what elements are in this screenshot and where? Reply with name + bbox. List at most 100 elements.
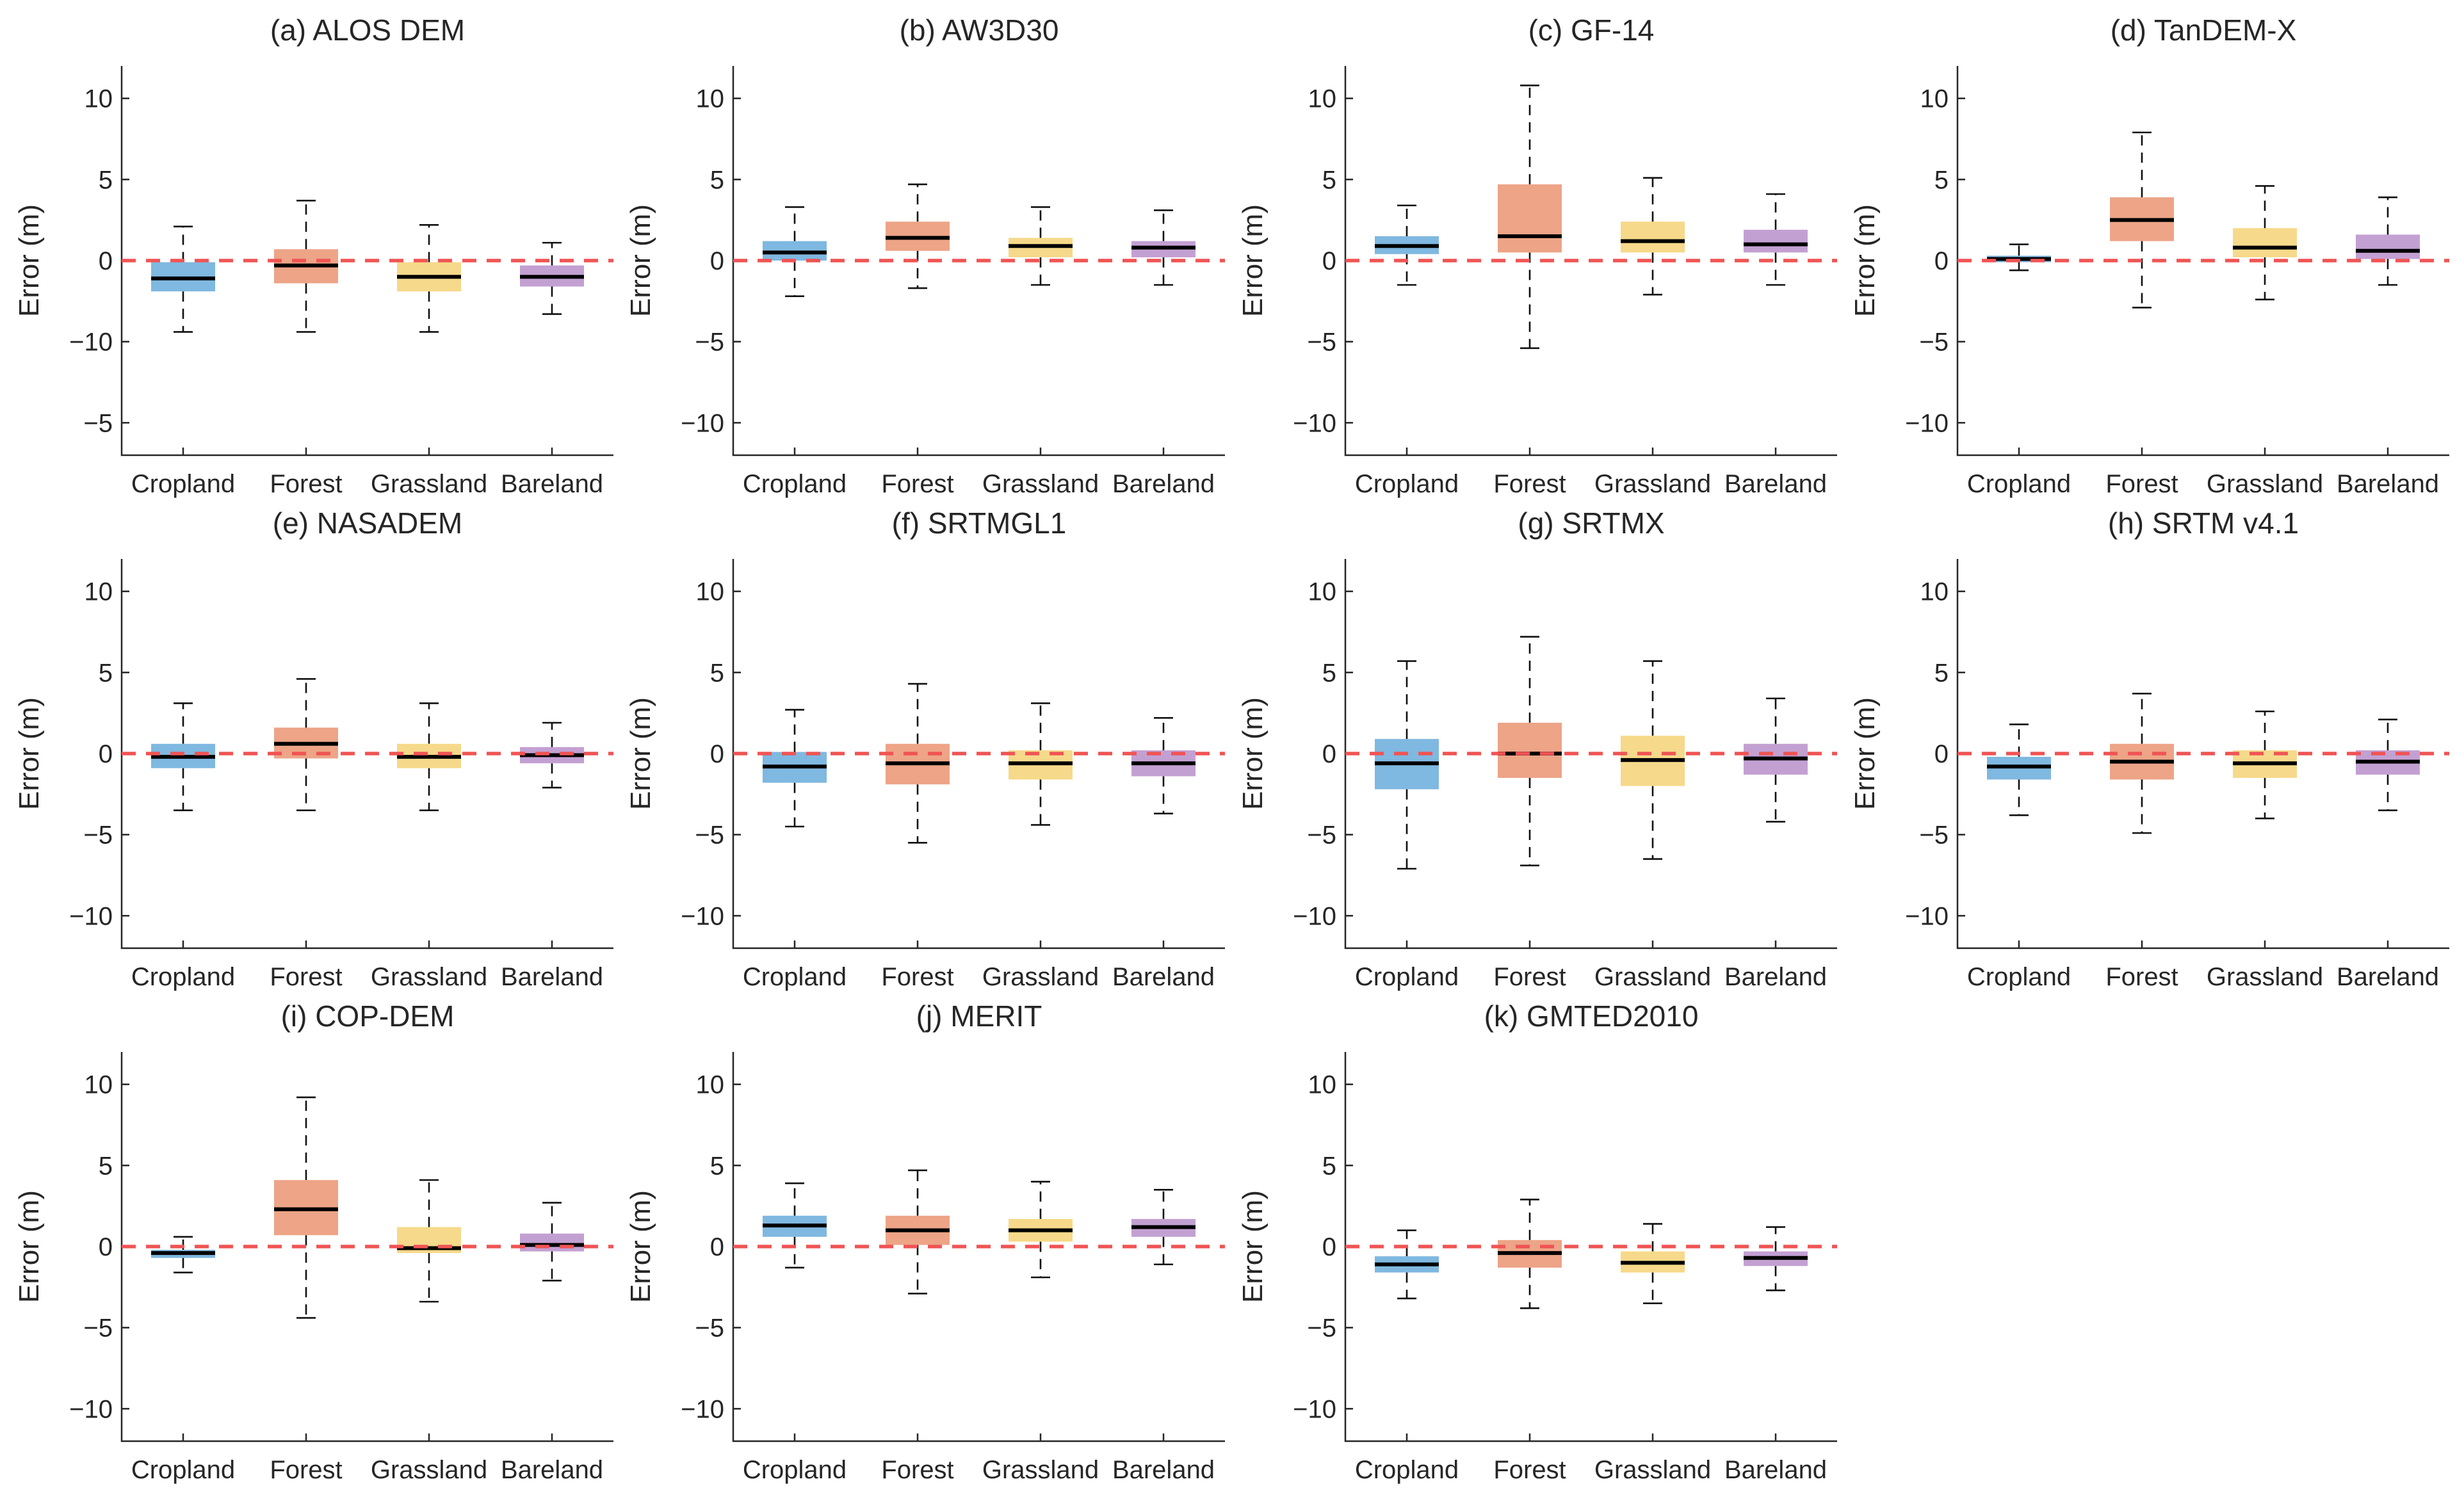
box-forest xyxy=(1498,636,1562,867)
x-tick-label: Bareland xyxy=(2337,470,2439,498)
box-cropland xyxy=(151,225,215,333)
y-tick-label: 10 xyxy=(85,85,113,113)
x-tick-label: Grassland xyxy=(1594,470,1711,498)
y-tick-label: −5 xyxy=(1307,1314,1336,1343)
y-axis-label: Error (m) xyxy=(13,697,45,810)
panel: (i) COP-DEM Error (m) 10 5 0 −5 −10 Cropland For… xyxy=(13,999,613,1484)
x-tick-label: Grassland xyxy=(982,1456,1099,1484)
panel-title: (i) COP-DEM xyxy=(281,999,455,1033)
x-tick-label: Bareland xyxy=(1112,963,1215,991)
x-tick-label: Grassland xyxy=(2207,963,2323,991)
x-tick-label: Cropland xyxy=(1967,963,2071,991)
box-forest xyxy=(2110,692,2174,834)
box-grassland xyxy=(397,223,461,333)
y-tick-label: −10 xyxy=(681,1395,724,1423)
x-tick-label: Forest xyxy=(2105,470,2178,498)
y-tick-label: 0 xyxy=(710,247,724,275)
x-tick-label: Cropland xyxy=(743,963,847,991)
y-tick-label: 5 xyxy=(710,166,724,194)
x-tick-label: Cropland xyxy=(1355,470,1459,498)
box-cropland xyxy=(763,709,827,828)
panel-title: (k) GMTED2010 xyxy=(1484,999,1699,1033)
iqr-box xyxy=(1498,722,1562,778)
box-bareland xyxy=(520,1202,584,1282)
box-forest xyxy=(1498,85,1562,350)
box-bareland xyxy=(1131,1189,1196,1266)
y-axis-label: Error (m) xyxy=(1237,204,1268,317)
box-forest xyxy=(1498,1199,1562,1309)
box-bareland xyxy=(520,722,584,789)
y-axis-label: Error (m) xyxy=(1849,697,1881,810)
panel: (g) SRTMX Error (m) 10 5 0 −5 −10 Cropland Fores… xyxy=(1237,506,1837,991)
iqr-box xyxy=(2233,228,2297,257)
x-tick-label: Grassland xyxy=(982,963,1099,991)
box-bareland xyxy=(1131,209,1196,286)
x-tick-label: Cropland xyxy=(1967,470,2071,498)
axes xyxy=(1344,66,1837,456)
box-cropland xyxy=(1987,243,2051,271)
box-forest xyxy=(274,199,338,333)
axes xyxy=(732,559,1225,949)
axes xyxy=(120,66,613,456)
y-tick-label: 10 xyxy=(1308,85,1337,113)
iqr-box xyxy=(1498,184,1562,253)
panel: (f) SRTMGL1 Error (m) 10 5 0 −5 −10 Cropland For… xyxy=(625,506,1225,991)
y-tick-label: −10 xyxy=(681,409,724,437)
panel-title: (f) SRTMGL1 xyxy=(892,506,1067,540)
y-tick-label: 10 xyxy=(1920,578,1949,606)
box-grassland xyxy=(1009,1181,1073,1279)
box-cropland xyxy=(763,206,827,298)
y-axis-label: Error (m) xyxy=(13,204,45,317)
x-tick-label: Forest xyxy=(270,1456,342,1484)
y-tick-label: 10 xyxy=(1920,85,1949,113)
panel-title: (g) SRTMX xyxy=(1518,506,1664,540)
box-grassland xyxy=(1009,206,1073,286)
x-tick-label: Forest xyxy=(881,963,953,991)
y-tick-label: 5 xyxy=(99,1152,113,1180)
x-tick-label: Forest xyxy=(1493,1456,1566,1484)
x-tick-label: Bareland xyxy=(1724,470,1827,498)
y-tick-label: 10 xyxy=(1308,578,1337,606)
box-grassland xyxy=(397,702,461,811)
y-tick-label: −10 xyxy=(69,328,113,357)
x-tick-label: Bareland xyxy=(1112,470,1215,498)
x-tick-label: Bareland xyxy=(1724,1456,1827,1484)
y-tick-label: 0 xyxy=(1322,740,1336,768)
y-tick-label: −5 xyxy=(1919,821,1949,850)
y-tick-label: 10 xyxy=(696,1071,725,1099)
axes xyxy=(120,1052,613,1442)
panel: (b) AW3D30 Error (m) 10 5 0 −5 −10 Cropland Fore… xyxy=(625,13,1225,498)
box-cropland xyxy=(151,1236,215,1273)
y-tick-label: 10 xyxy=(1308,1071,1337,1099)
box-forest xyxy=(274,1096,338,1319)
x-tick-label: Bareland xyxy=(501,1456,603,1484)
box-bareland xyxy=(2356,718,2420,811)
y-tick-label: −10 xyxy=(1293,409,1336,437)
y-tick-label: −5 xyxy=(1307,821,1336,850)
y-tick-label: 5 xyxy=(1322,659,1336,687)
y-tick-label: −5 xyxy=(83,821,113,850)
box-cropland xyxy=(1375,1229,1439,1300)
x-tick-label: Forest xyxy=(270,963,342,991)
y-tick-label: −10 xyxy=(681,902,724,930)
y-tick-label: −10 xyxy=(1293,1395,1336,1423)
panel-title: (a) ALOS DEM xyxy=(270,13,465,47)
y-axis-label: Error (m) xyxy=(1849,204,1881,317)
y-tick-label: 0 xyxy=(99,740,113,768)
y-tick-label: −10 xyxy=(69,902,113,930)
y-tick-label: −5 xyxy=(1307,328,1336,357)
y-axis-label: Error (m) xyxy=(625,1190,656,1303)
y-tick-label: −5 xyxy=(83,409,113,437)
y-tick-label: −5 xyxy=(83,1314,113,1343)
y-tick-label: 10 xyxy=(696,578,725,606)
y-tick-label: 0 xyxy=(1934,740,1949,768)
iqr-box xyxy=(2356,234,2420,259)
y-tick-label: 5 xyxy=(710,659,724,687)
panel: (j) MERIT Error (m) 10 5 0 −5 −10 Cropland Fores… xyxy=(625,999,1225,1484)
y-tick-label: 5 xyxy=(710,1152,724,1180)
y-tick-label: 5 xyxy=(1322,1152,1336,1180)
panel: (d) TanDEM-X Error (m) 10 5 0 −5 −10 Cropland Fo… xyxy=(1849,13,2449,498)
x-tick-label: Grassland xyxy=(1594,963,1711,991)
box-cropland xyxy=(1375,660,1439,870)
x-tick-label: Forest xyxy=(2105,963,2178,991)
